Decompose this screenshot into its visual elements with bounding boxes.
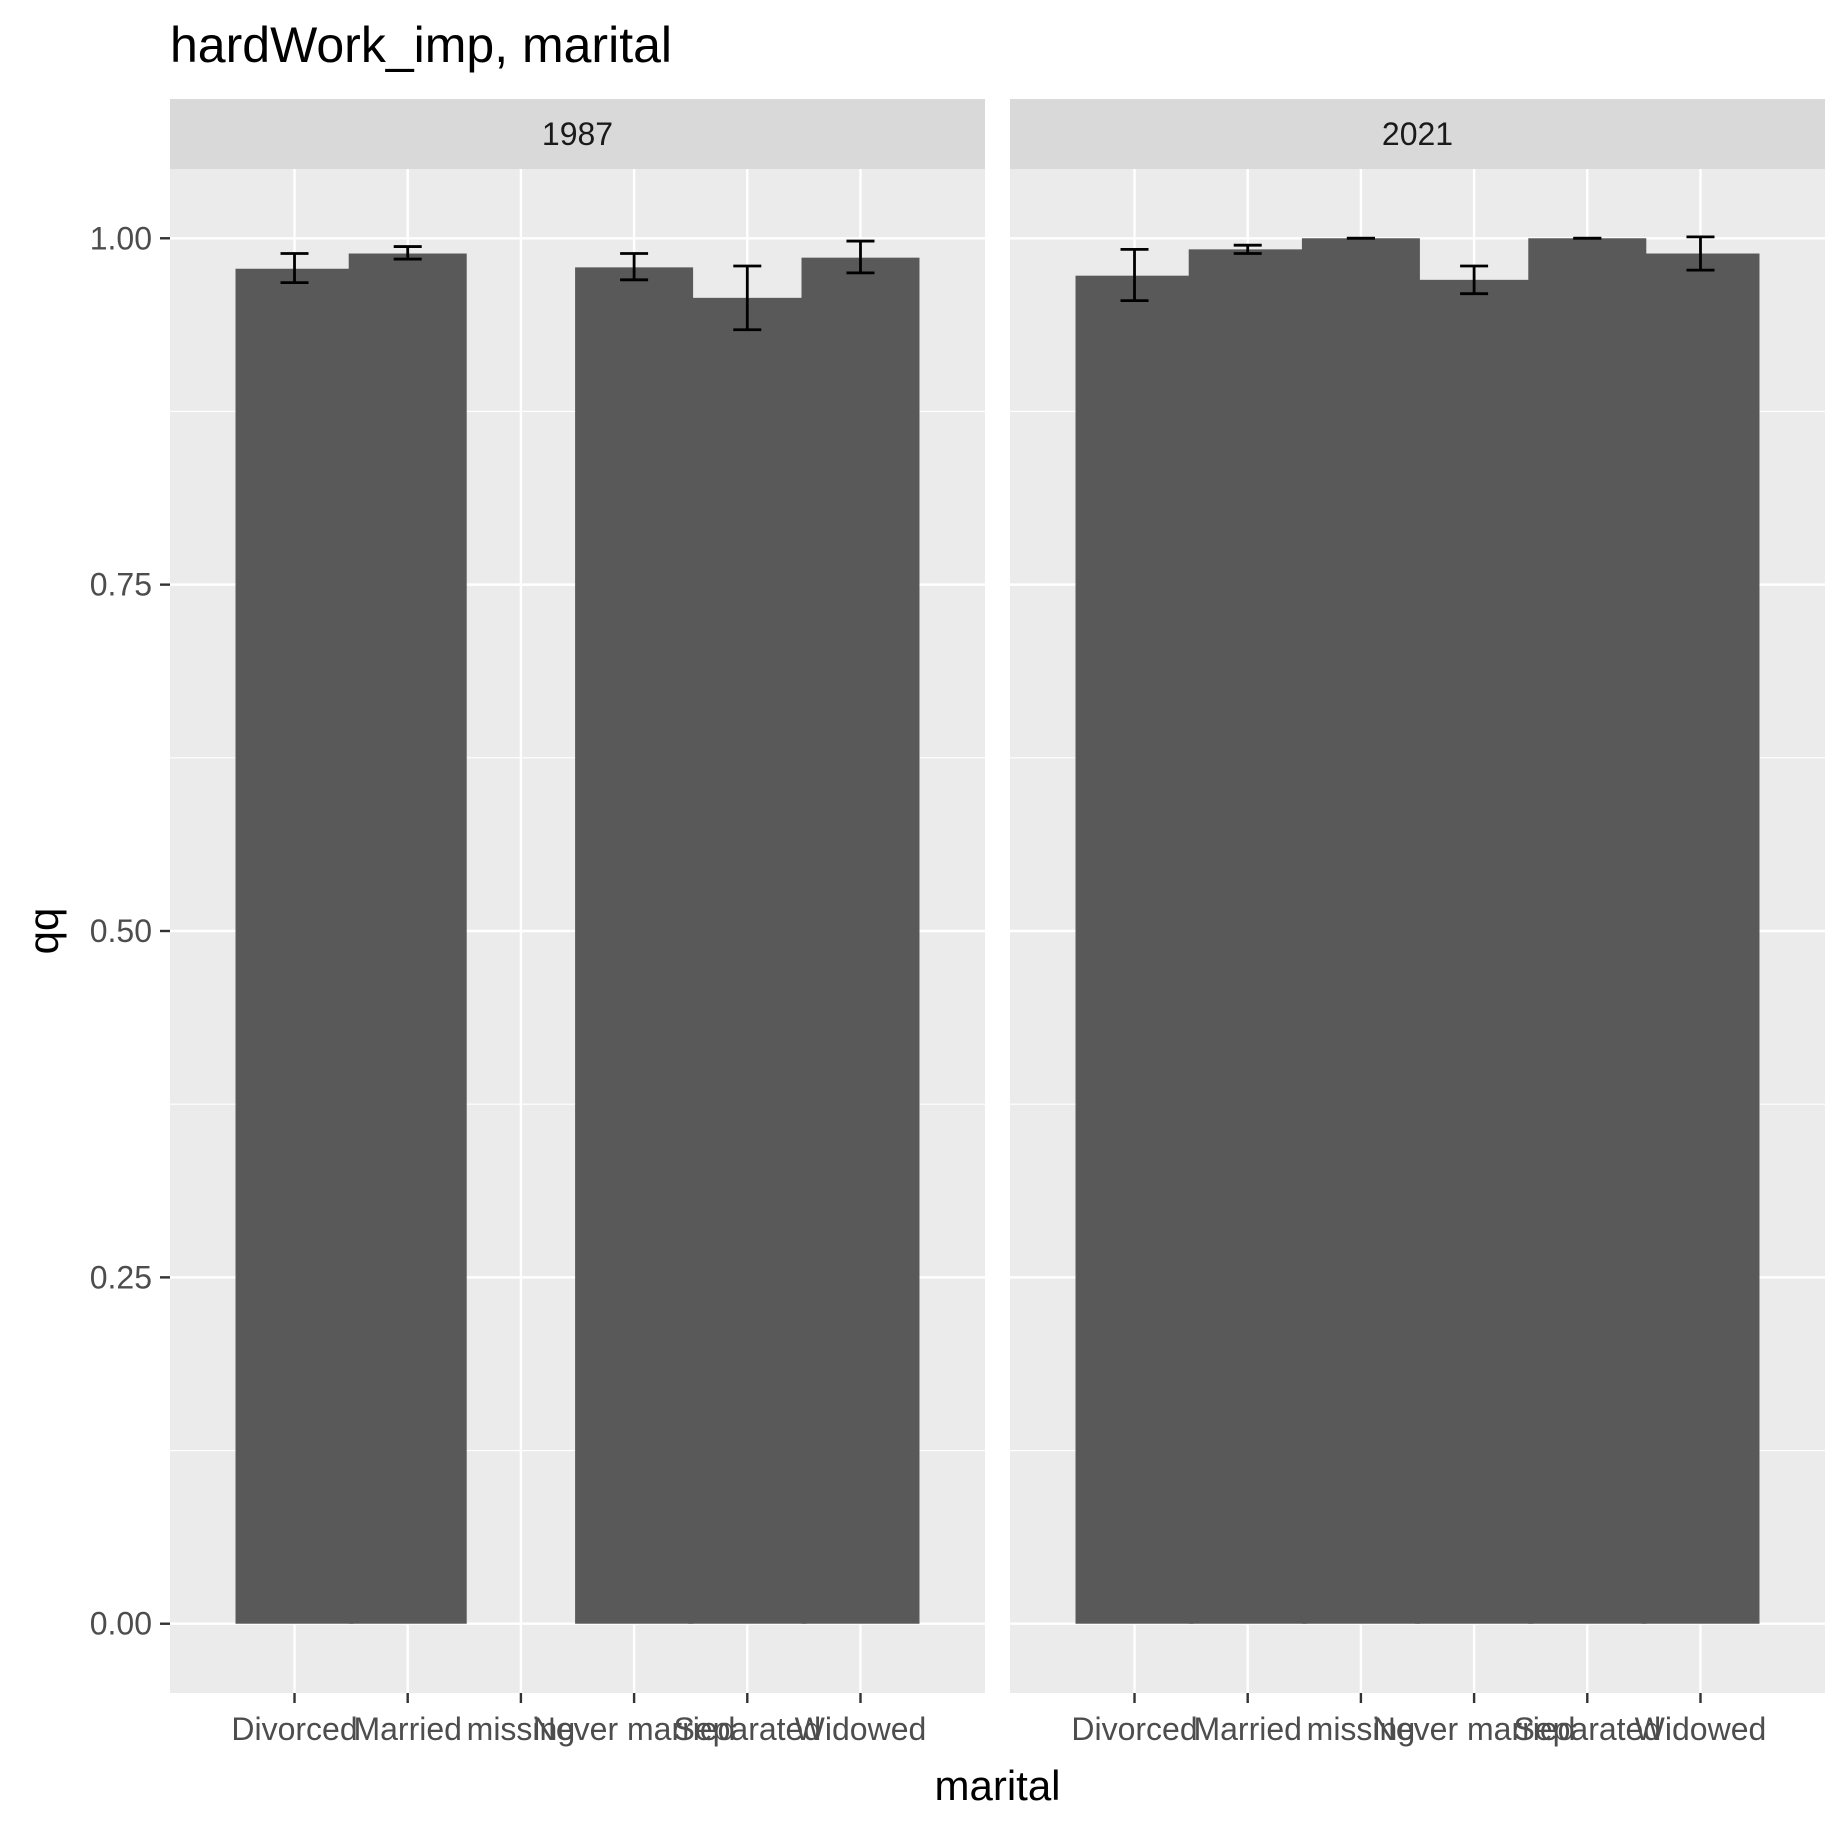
x-tick-label: Divorced	[1071, 1711, 1197, 1747]
bar-divorced	[235, 268, 354, 1624]
bar-separated	[1528, 238, 1647, 1624]
errorbar	[620, 252, 649, 282]
errorbar	[1686, 235, 1715, 272]
x-tick-label: Widowed	[795, 1711, 927, 1747]
bar-missing	[1301, 238, 1420, 1624]
y-tick-label: 0.00	[90, 1606, 152, 1642]
bar-widowed	[801, 257, 920, 1624]
x-axis-title: marital	[934, 1762, 1060, 1809]
y-tick-label: 0.50	[90, 913, 152, 949]
x-tick-label: Never married	[533, 1711, 736, 1747]
errorbar	[1120, 247, 1149, 303]
x-tick-label: Separated	[673, 1711, 821, 1747]
errorbar	[846, 239, 875, 275]
y-axis: 0.00 0.25 0.50 0.75 1.00	[90, 220, 170, 1642]
bar-never-married	[575, 267, 694, 1624]
x-tick-label: Married	[353, 1711, 461, 1747]
bar-married	[1188, 249, 1307, 1624]
bar-divorced	[1075, 275, 1194, 1624]
x-tick-label: Married	[1193, 1711, 1301, 1747]
bar-never-married	[1415, 279, 1534, 1624]
facet-strip	[170, 99, 985, 169]
x-tick-label: Divorced	[231, 1711, 357, 1747]
errorbar	[1233, 243, 1262, 255]
chart-title: hardWork_imp, marital	[170, 17, 672, 73]
y-tick-label: 0.75	[90, 567, 152, 603]
bar-separated	[688, 297, 807, 1624]
y-tick-label: 1.00	[90, 220, 152, 256]
x-tick-label: Widowed	[1635, 1711, 1767, 1747]
x-tick-label: missing	[467, 1711, 575, 1747]
facet-strip-label: 1987	[542, 116, 613, 152]
errorbar	[733, 264, 762, 332]
errorbar	[393, 245, 422, 261]
facet-strip	[1010, 99, 1825, 169]
y-tick-label: 0.25	[90, 1259, 152, 1295]
x-tick-label: Never married	[1373, 1711, 1576, 1747]
bar-married	[348, 253, 467, 1624]
facet-strip-label: 2021	[1382, 116, 1453, 152]
x-tick-label: missing	[1307, 1711, 1415, 1747]
x-tick-label: Separated	[1513, 1711, 1661, 1747]
bar-widowed	[1641, 253, 1760, 1624]
y-axis-title: qq	[20, 908, 67, 955]
errorbar	[1460, 264, 1489, 296]
errorbar	[280, 252, 309, 285]
